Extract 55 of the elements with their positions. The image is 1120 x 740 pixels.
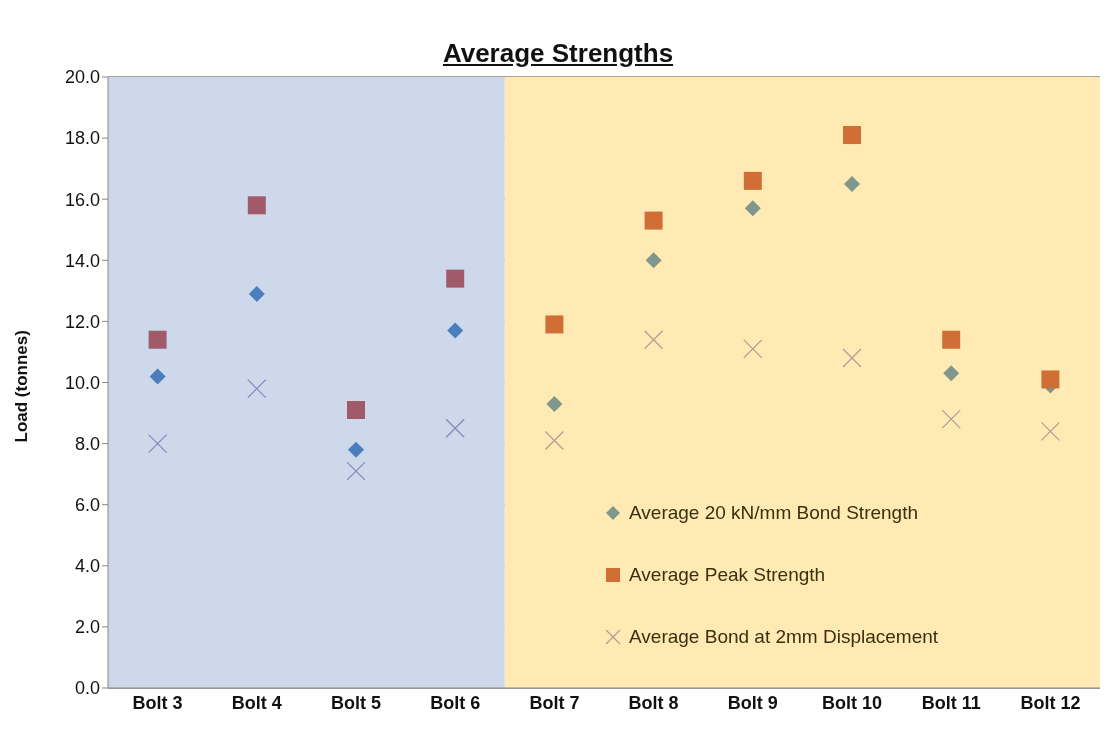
point (842, 348, 862, 368)
point (348, 441, 364, 458)
legend-label: Average Bond at 2mm Displacement (629, 626, 939, 648)
point (743, 339, 763, 359)
legend-label: Average Peak Strength (629, 564, 826, 586)
x-tick-label: Bolt 4 (231, 692, 282, 713)
legend-label: Average 20 kN/mm Bond Strength (629, 502, 919, 524)
y-tick-label: 20.0 (64, 67, 100, 88)
point (644, 211, 663, 230)
point (943, 365, 960, 382)
x-tick-label: Bolt 8 (628, 692, 679, 713)
x-tick-label: Bolt 3 (132, 692, 183, 713)
point (545, 315, 564, 334)
point (149, 368, 166, 385)
point (843, 126, 861, 145)
point (445, 418, 465, 438)
y-tick-label: 16.0 (64, 189, 100, 210)
y-tick-label: 12.0 (64, 311, 100, 332)
point (544, 430, 565, 451)
x-tick-label: Bolt 12 (1020, 692, 1081, 713)
chart-title: Average Strengths (441, 38, 675, 69)
x-tick-label: Bolt 7 (529, 692, 580, 713)
point (446, 269, 465, 288)
point (844, 175, 860, 192)
point (744, 200, 761, 217)
point (546, 395, 563, 412)
y-tick-label: 4.0 (74, 556, 100, 577)
x-tick-label: Bolt 10 (821, 692, 883, 713)
y-tick-label: 14.0 (64, 250, 100, 271)
point (1040, 421, 1061, 442)
point (645, 252, 662, 269)
point (147, 433, 168, 454)
point (347, 401, 365, 419)
x-tick-label: Bolt 5 (330, 692, 382, 713)
point (247, 196, 266, 215)
y-tick-label: 10.0 (64, 372, 100, 393)
point (643, 330, 664, 350)
point (941, 409, 961, 429)
point (248, 285, 265, 302)
y-tick-label: 6.0 (74, 495, 100, 516)
x-tick-label: Bolt 9 (727, 692, 778, 713)
x-tick-label: Bolt 6 (430, 692, 481, 713)
y-tick-label: 18.0 (64, 128, 100, 149)
y-tick-label: 8.0 (74, 433, 100, 454)
y-axis-title: Load (tonnes) (12, 330, 32, 443)
y-tick-label: 0.0 (74, 678, 100, 699)
point (148, 330, 167, 349)
point (247, 378, 267, 399)
point (743, 171, 762, 190)
point (447, 322, 464, 339)
y-tick-label: 2.0 (74, 617, 100, 638)
point (346, 461, 366, 481)
point (1041, 370, 1060, 389)
x-tick-label: Bolt 11 (921, 692, 981, 713)
point (942, 330, 961, 349)
